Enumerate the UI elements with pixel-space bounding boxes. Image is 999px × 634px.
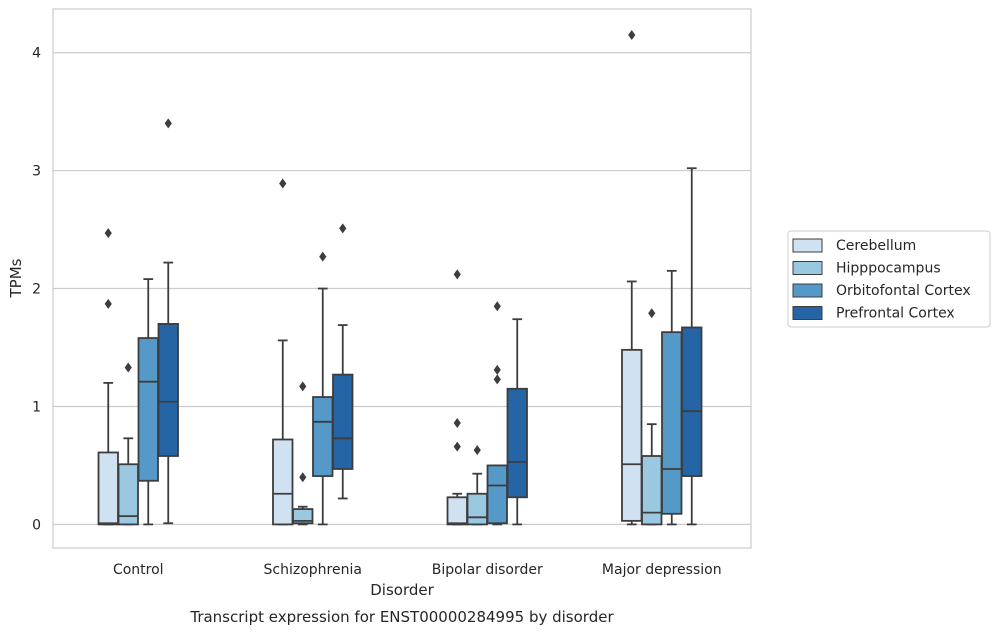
box-cerebellum [272,178,294,526]
box-prefrontal-cortex [681,167,703,526]
x-tick-label: Major depression [602,562,722,578]
outlier-point [164,118,172,129]
box-body [466,492,488,526]
x-tick-label: Bipolar disorder [432,562,543,578]
outlier-point [453,417,461,428]
box-marks [97,29,703,526]
outlier-point [319,251,327,262]
y-tick-label: 0 [32,517,41,533]
outlier-point [279,178,287,189]
box-body [272,438,294,526]
box-orbitofontal-cortex [312,251,334,526]
box-body [157,323,179,457]
box-cerebellum [621,29,643,526]
y-tick-label: 4 [32,46,41,62]
outlier-point [628,29,636,40]
legend: Cerebellum Hipppocampus Orbitofontal Corte… [787,230,991,328]
y-tick-labels: 0 1 2 3 4 [32,46,41,534]
box-body [641,455,663,526]
box-hipppocampus [466,445,488,526]
box-orbitofontal-cortex [486,301,508,526]
box-body [137,337,159,482]
y-tick-label: 2 [32,282,41,298]
outlier-point [473,445,481,456]
box-body [506,387,528,499]
outlier-point [104,298,112,309]
legend-label: Prefrontal Cortex [836,306,955,322]
box-body [621,348,643,522]
legend-label: Orbitofontal Cortex [836,283,971,299]
box-prefrontal-cortex [332,223,354,500]
x-tick-labels: Control Schizophrenia Bipolar disorder Majo… [113,562,722,578]
box-prefrontal-cortex [157,118,179,525]
y-axis-label: TPMs [7,258,25,298]
box-cerebellum [97,228,119,526]
outlier-point [493,364,501,375]
box-body [332,373,354,470]
box-orbitofontal-cortex [137,278,159,526]
outlier-point [124,362,132,373]
legend-swatch [792,306,823,320]
x-tick-label: Schizophrenia [264,562,362,578]
outlier-point [299,381,307,392]
outlier-point [493,301,501,312]
legend-swatch [792,261,823,275]
plot-frame [52,8,752,549]
box-body [446,496,468,526]
outlier-point [453,269,461,280]
chart-caption: Transcript expression for ENST0000028499… [189,608,614,626]
legend-frame [787,230,991,328]
box-body [312,396,334,477]
box-body [97,451,119,526]
legend-label: Hipppocampus [836,261,941,277]
outlier-point [493,374,501,385]
outlier-point [453,441,461,452]
box-hipppocampus [641,308,663,526]
outlier-point [104,228,112,239]
box-hipppocampus [292,381,314,526]
outlier-point [299,472,307,483]
box-body [292,508,314,525]
box-prefrontal-cortex [506,318,528,526]
box-body [661,331,683,515]
box-hipppocampus [117,362,139,526]
x-axis-label: Disorder [370,581,434,599]
legend-swatch [792,283,823,298]
box-body [681,326,703,477]
legend-swatch [792,238,823,253]
outlier-point [339,223,347,234]
outlier-point [648,308,656,319]
box-body [117,463,139,526]
box-body [486,464,508,525]
box-cerebellum [446,269,468,526]
y-tick-label: 1 [32,399,41,415]
legend-label: Cerebellum [836,238,916,254]
box-orbitofontal-cortex [661,269,683,526]
x-tick-label: Control [113,562,164,578]
y-tick-label: 3 [32,164,41,180]
